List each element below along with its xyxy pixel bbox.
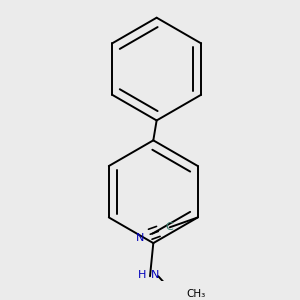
Text: CH₃: CH₃ [187, 290, 206, 299]
Text: N: N [151, 270, 159, 280]
Text: N: N [136, 233, 144, 243]
Text: H: H [137, 270, 146, 280]
Text: C: C [166, 222, 173, 233]
